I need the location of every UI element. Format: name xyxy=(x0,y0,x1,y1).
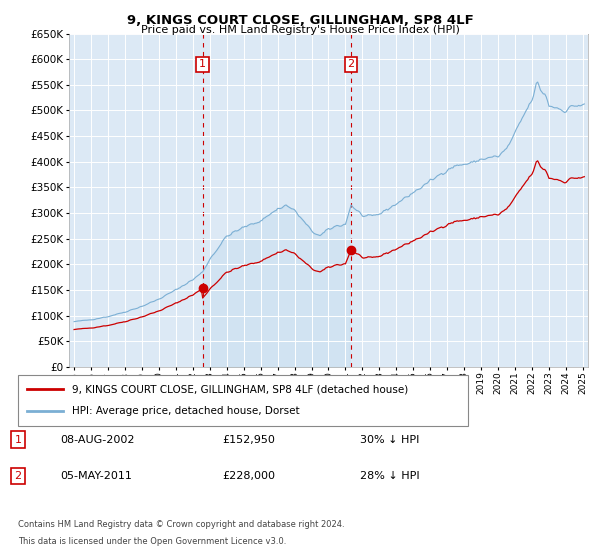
Text: 05-MAY-2011: 05-MAY-2011 xyxy=(60,471,132,481)
Text: This data is licensed under the Open Government Licence v3.0.: This data is licensed under the Open Gov… xyxy=(18,537,286,546)
Text: Price paid vs. HM Land Registry's House Price Index (HPI): Price paid vs. HM Land Registry's House … xyxy=(140,25,460,35)
FancyBboxPatch shape xyxy=(18,375,468,426)
Text: HPI: Average price, detached house, Dorset: HPI: Average price, detached house, Dors… xyxy=(72,407,299,417)
Text: 1: 1 xyxy=(199,59,206,69)
Text: 28% ↓ HPI: 28% ↓ HPI xyxy=(360,471,419,481)
Text: Contains HM Land Registry data © Crown copyright and database right 2024.: Contains HM Land Registry data © Crown c… xyxy=(18,520,344,529)
Text: £152,950: £152,950 xyxy=(222,435,275,445)
Text: 2: 2 xyxy=(347,59,355,69)
Text: £228,000: £228,000 xyxy=(222,471,275,481)
Text: 1: 1 xyxy=(14,435,22,445)
Text: 08-AUG-2002: 08-AUG-2002 xyxy=(60,435,134,445)
Text: 30% ↓ HPI: 30% ↓ HPI xyxy=(360,435,419,445)
Text: 9, KINGS COURT CLOSE, GILLINGHAM, SP8 4LF: 9, KINGS COURT CLOSE, GILLINGHAM, SP8 4L… xyxy=(127,14,473,27)
Text: 9, KINGS COURT CLOSE, GILLINGHAM, SP8 4LF (detached house): 9, KINGS COURT CLOSE, GILLINGHAM, SP8 4L… xyxy=(72,384,408,394)
Text: 2: 2 xyxy=(14,471,22,481)
